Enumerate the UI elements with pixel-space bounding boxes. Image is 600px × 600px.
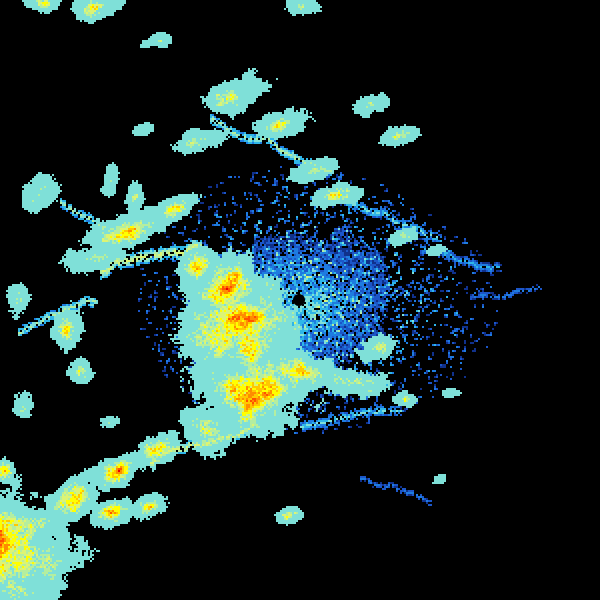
radar-site-marker [293,294,305,306]
